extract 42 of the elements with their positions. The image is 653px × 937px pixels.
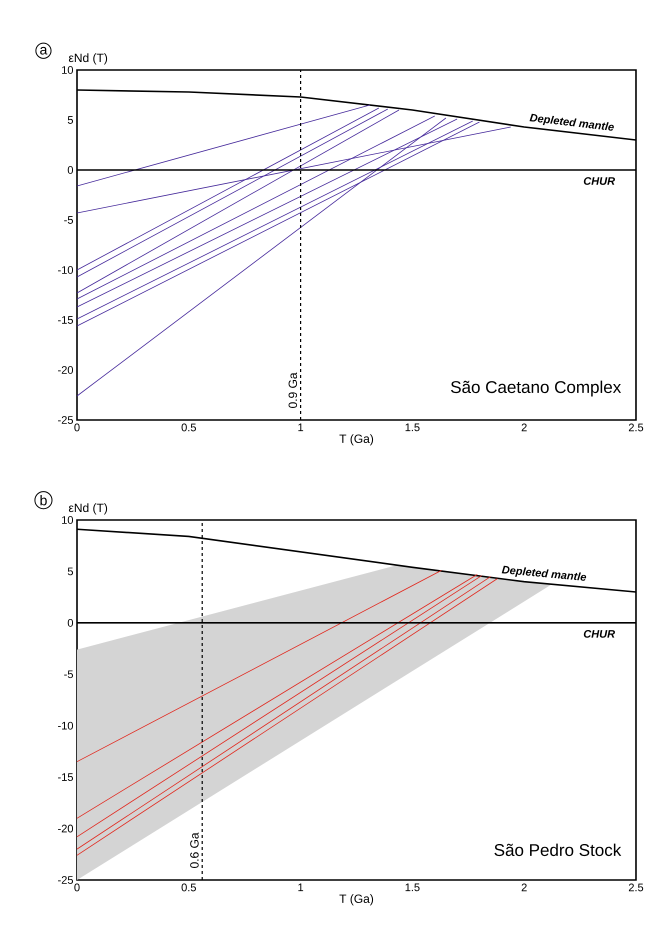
- y-tick-label: -20: [58, 824, 74, 832]
- y-tick-label: 0: [68, 166, 74, 174]
- y-axis-title: εNd (T): [68, 503, 108, 514]
- y-tick-label: -25: [58, 416, 73, 424]
- x-tick-label: 0.5: [182, 884, 196, 892]
- x-axis-title: T (Ga): [339, 894, 374, 906]
- y-tick-label: 10: [62, 66, 74, 74]
- y-tick-label: -5: [64, 216, 73, 224]
- x-tick-label: 1.5: [406, 884, 420, 892]
- x-tick-label: 1: [298, 424, 304, 432]
- x-tick-label: 2.5: [628, 884, 644, 892]
- ref-line-label: CHUR: [584, 630, 615, 638]
- x-tick-label: 0: [74, 884, 80, 892]
- text: Depleted mantle: [502, 566, 586, 581]
- x-tick-label: 2.5: [628, 424, 644, 432]
- y-tick-label: 5: [68, 116, 73, 124]
- x-tick-label: 2: [522, 884, 527, 892]
- y-tick-label: 10: [62, 516, 74, 524]
- text: a: [40, 46, 48, 55]
- ref-line-label: 0.6 Ga: [190, 832, 199, 868]
- y-tick-label: -25: [58, 876, 73, 884]
- y-tick-label: -10: [58, 266, 74, 274]
- x-tick-label: 0.5: [182, 424, 196, 432]
- text: b: [40, 495, 47, 506]
- y-tick-label: 5: [68, 568, 73, 576]
- x-tick-label: 1.5: [406, 424, 420, 432]
- x-tick-label: 1: [298, 884, 304, 892]
- y-tick-label: -10: [58, 722, 74, 730]
- y-axis-title: εNd (T): [68, 53, 108, 64]
- y-tick-label: 0: [68, 618, 74, 627]
- text: São Pedro Stock: [494, 844, 622, 856]
- x-axis-title: T (Ga): [339, 434, 374, 446]
- text: Depleted mantle: [530, 114, 614, 131]
- x-tick-label: 2: [522, 424, 527, 432]
- y-tick-label: -20: [58, 366, 74, 374]
- ref-line-label: 0.9 Ga: [288, 372, 298, 408]
- ref-line-label: CHUR: [584, 177, 615, 185]
- x-tick-label: 0: [74, 424, 80, 432]
- y-tick-label: -5: [64, 670, 73, 678]
- y-tick-label: -15: [58, 316, 73, 324]
- text: São Caetano Complex: [451, 380, 622, 396]
- y-tick-label: -15: [58, 773, 73, 781]
